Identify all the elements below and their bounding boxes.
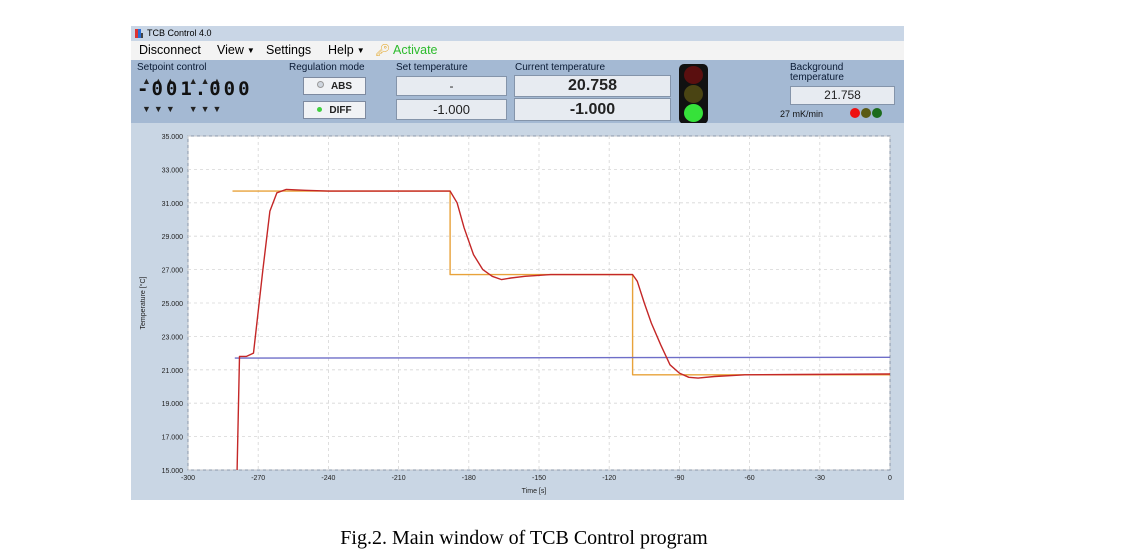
traffic-light [679, 64, 708, 124]
menu-disconnect[interactable]: Disconnect [139, 43, 201, 57]
y-tick-label: 17.000 [162, 435, 184, 442]
x-tick-label: 0 [888, 475, 892, 482]
current-temperature-label: Current temperature [515, 62, 606, 73]
series-line-2 [236, 188, 891, 471]
figure-caption: Fig.2. Main window of TCB Control progra… [340, 527, 708, 549]
red-indicator-icon [850, 108, 860, 118]
green-indicator-icon [872, 108, 882, 118]
window-title: TCB Control 4.0 [147, 28, 212, 38]
menu-bar: Disconnect View ▼ Settings Help ▼ 🔑︎ Activ… [131, 41, 904, 60]
x-tick-label: -120 [602, 475, 616, 482]
title-bar: TCB Control 4.0 [131, 26, 904, 41]
menu-settings[interactable]: Settings [266, 43, 312, 57]
temperature-chart: -300 -270 -240 -210 -180 -150 -120 -90 -60 -30 0 1… [139, 134, 892, 495]
x-tick-label: -60 [745, 475, 755, 482]
chevron-down-icon: ▼ [246, 46, 255, 55]
y-axis-label: Temperature [°C] [139, 276, 147, 329]
yellow-lamp-icon [684, 85, 703, 103]
red-lamp-icon [684, 66, 703, 84]
x-tick-label: -90 [674, 475, 684, 482]
x-tick-label: -240 [321, 475, 335, 482]
x-tick-label: -210 [392, 475, 406, 482]
y-tick-label: 21.000 [162, 368, 184, 375]
current-temp-diff-field: -1.000 [514, 98, 671, 121]
y-tick-label: 31.000 [162, 201, 184, 208]
x-tick-label: -270 [251, 475, 265, 482]
series-line-1 [234, 356, 891, 359]
set-temperature-label: Set temperature [396, 62, 468, 73]
setpoint-label: Setpoint control [137, 62, 207, 73]
y-tick-label: 27.000 [162, 268, 184, 275]
yellow-indicator-icon [861, 108, 871, 118]
app-icon [135, 29, 143, 38]
background-temp-field: 21.758 [790, 86, 895, 105]
y-tick-label: 29.000 [162, 234, 184, 241]
chart-area: -300 -270 -240 -210 -180 -150 -120 -90 -60 -30 0 1… [131, 123, 904, 500]
menu-help[interactable]: Help ▼ [328, 43, 365, 57]
x-tick-label: -180 [462, 475, 476, 482]
radio-icon [316, 81, 324, 88]
y-tick-label: 25.000 [162, 301, 184, 308]
background-temperature-label: Background temperature [790, 62, 844, 83]
rate-value: 27 mK/min [780, 109, 824, 119]
x-tick-label: -150 [532, 475, 546, 482]
green-lamp-icon [684, 104, 703, 122]
tcb-window: TCB Control 4.0 Disconnect View ▼ Setting… [131, 26, 904, 500]
radio-active-icon [317, 107, 323, 112]
y-tick-label: 19.000 [162, 401, 184, 408]
rate-indicator: 27 mK/min [780, 108, 882, 119]
setpoint-up-arrows[interactable]: ▲▲▲ ▲▲▲ [142, 76, 225, 86]
key-icon: 🔑︎ [375, 43, 391, 57]
regulation-mode-label: Regulation mode [289, 62, 365, 73]
y-tick-label: 23.000 [162, 334, 184, 341]
x-tick-label: -300 [181, 475, 195, 482]
diff-button[interactable]: DIFF [303, 101, 366, 119]
control-panel: Setpoint control ▲▲▲ ▲▲▲ -001.000 ▼▼▼ ▼▼… [131, 60, 904, 123]
setpoint-display: -001.000 [137, 78, 253, 100]
set-temp-diff-field: -1.000 [396, 99, 507, 120]
chevron-down-icon: ▼ [356, 46, 365, 55]
menu-activate[interactable]: 🔑︎ Activate [375, 43, 438, 57]
menu-view[interactable]: View ▼ [217, 43, 255, 57]
x-tick-label: -30 [815, 475, 825, 482]
set-temp-abs-field: - [396, 76, 507, 96]
abs-button[interactable]: ABS [303, 77, 366, 95]
y-tick-label: 15.000 [162, 468, 184, 475]
current-temp-abs-field: 20.758 [514, 75, 671, 97]
x-axis-label: Time [s] [522, 488, 547, 495]
y-tick-label: 33.000 [162, 167, 184, 174]
setpoint-down-arrows[interactable]: ▼▼▼ ▼▼▼ [142, 104, 225, 114]
y-tick-label: 35.000 [162, 134, 184, 141]
